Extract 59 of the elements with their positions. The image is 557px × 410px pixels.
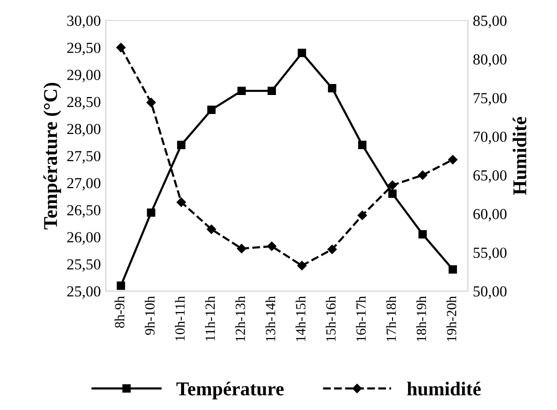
x-tick-label: 16h-17h <box>356 296 366 342</box>
point <box>267 242 276 251</box>
point <box>146 98 156 108</box>
point <box>116 42 126 52</box>
y-tick-label: 25,00 <box>67 286 100 299</box>
y2-tick-label: 50,00 <box>474 286 507 299</box>
point <box>237 86 246 96</box>
x-tick-label: 12h-13h <box>235 296 246 342</box>
point <box>207 106 216 114</box>
y2-tick-label: 55,00 <box>474 248 507 260</box>
point <box>176 198 186 207</box>
x-tick-label: 8h-9h <box>114 296 124 328</box>
x-tick-label: 13h-14h <box>265 296 276 342</box>
x-tick-label: 18h-19h <box>416 296 426 342</box>
point <box>298 48 306 58</box>
y-tick-label: 29,50 <box>67 42 100 56</box>
y2-tick-label: 60,00 <box>473 208 507 222</box>
point <box>418 170 428 180</box>
y-tick-label: 27,50 <box>67 150 100 164</box>
y-tick-label: 28,50 <box>67 96 100 110</box>
point <box>327 244 337 254</box>
point <box>268 86 276 96</box>
point <box>418 230 427 238</box>
legend-label: humidité <box>407 382 481 396</box>
y-tick-label: 28,00 <box>67 124 100 136</box>
y2-tick-label: 70,00 <box>474 132 507 144</box>
point <box>358 140 366 150</box>
x-tick-label: 11h-12h <box>205 296 215 341</box>
x-tick-label: 17h-18h <box>386 296 396 342</box>
y2-tick-label: 75,00 <box>474 92 507 106</box>
y2-tick-label: 85,00 <box>473 16 507 28</box>
y-tick-label: 30,00 <box>67 16 100 28</box>
y2-axis-title: Humidité <box>512 116 526 195</box>
point <box>388 180 398 190</box>
y-tick-label: 29,00 <box>67 70 100 82</box>
point <box>388 190 397 198</box>
y-tick-label: 25,50 <box>67 259 100 272</box>
y2-tick-label: 65,00 <box>473 170 507 183</box>
point <box>448 155 458 164</box>
point <box>448 265 457 274</box>
point <box>206 224 216 234</box>
point <box>358 210 367 220</box>
y2-tick-label: 80,00 <box>473 54 507 67</box>
point <box>177 140 186 150</box>
y-tick-label: 26,50 <box>67 205 100 218</box>
y-axis-title: Température (°C) <box>43 82 62 230</box>
x-tick-label: 10h-11h <box>174 296 185 341</box>
point <box>236 244 246 254</box>
point <box>116 282 126 290</box>
y-tick-label: 27,00 <box>67 178 100 191</box>
legend-label: Température <box>176 382 284 400</box>
x-tick-label: 15h-16h <box>326 296 336 342</box>
point <box>297 260 307 270</box>
x-tick-label: 14h-15h <box>296 296 306 342</box>
y-tick-label: 26,00 <box>67 232 100 245</box>
x-tick-label: 19h-20h <box>446 296 456 342</box>
point <box>146 208 156 217</box>
x-tick-label: 9h-10h <box>144 296 155 335</box>
point <box>328 84 336 92</box>
